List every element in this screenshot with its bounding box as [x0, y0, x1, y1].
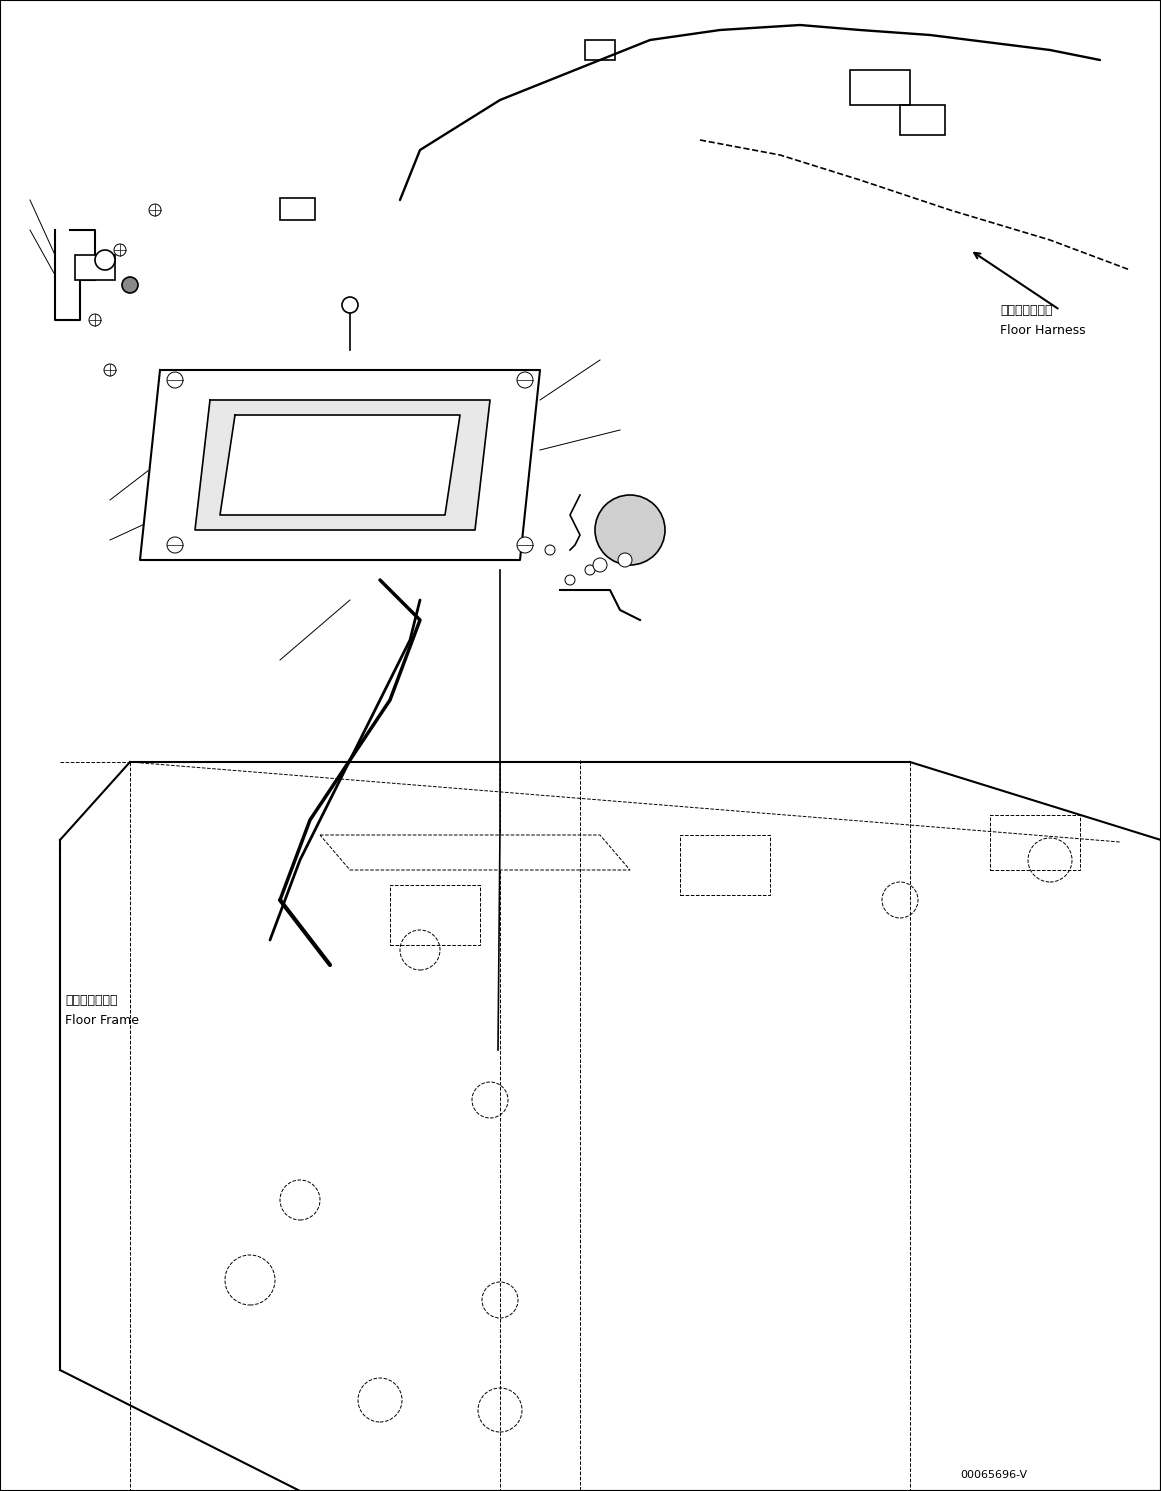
Circle shape: [545, 546, 555, 555]
Text: フロアハーネス: フロアハーネス: [1000, 304, 1053, 316]
Bar: [900, 104, 945, 136]
Circle shape: [104, 364, 116, 376]
Circle shape: [517, 371, 533, 388]
Circle shape: [95, 250, 115, 270]
Text: フロアフレーム: フロアフレーム: [65, 993, 117, 1006]
Polygon shape: [320, 835, 630, 871]
Bar: [850, 70, 910, 104]
Bar: [390, 886, 479, 945]
Polygon shape: [195, 400, 490, 529]
Text: 00065696-V: 00065696-V: [960, 1470, 1027, 1481]
Circle shape: [89, 315, 101, 327]
Text: Floor Frame: Floor Frame: [65, 1014, 139, 1026]
Circle shape: [618, 553, 632, 567]
Circle shape: [593, 558, 607, 573]
Polygon shape: [219, 414, 460, 514]
Circle shape: [594, 495, 665, 565]
Circle shape: [342, 297, 358, 313]
Bar: [280, 198, 315, 221]
Bar: [585, 40, 615, 60]
Circle shape: [517, 537, 533, 553]
Circle shape: [114, 245, 127, 256]
Bar: [990, 816, 1080, 871]
Circle shape: [167, 537, 183, 553]
Circle shape: [585, 565, 594, 576]
Bar: [680, 835, 770, 895]
Text: Floor Harness: Floor Harness: [1000, 324, 1086, 337]
Circle shape: [149, 204, 161, 216]
Polygon shape: [140, 370, 540, 561]
Circle shape: [565, 576, 575, 584]
Bar: [75, 255, 115, 280]
Circle shape: [167, 371, 183, 388]
Circle shape: [122, 277, 138, 294]
